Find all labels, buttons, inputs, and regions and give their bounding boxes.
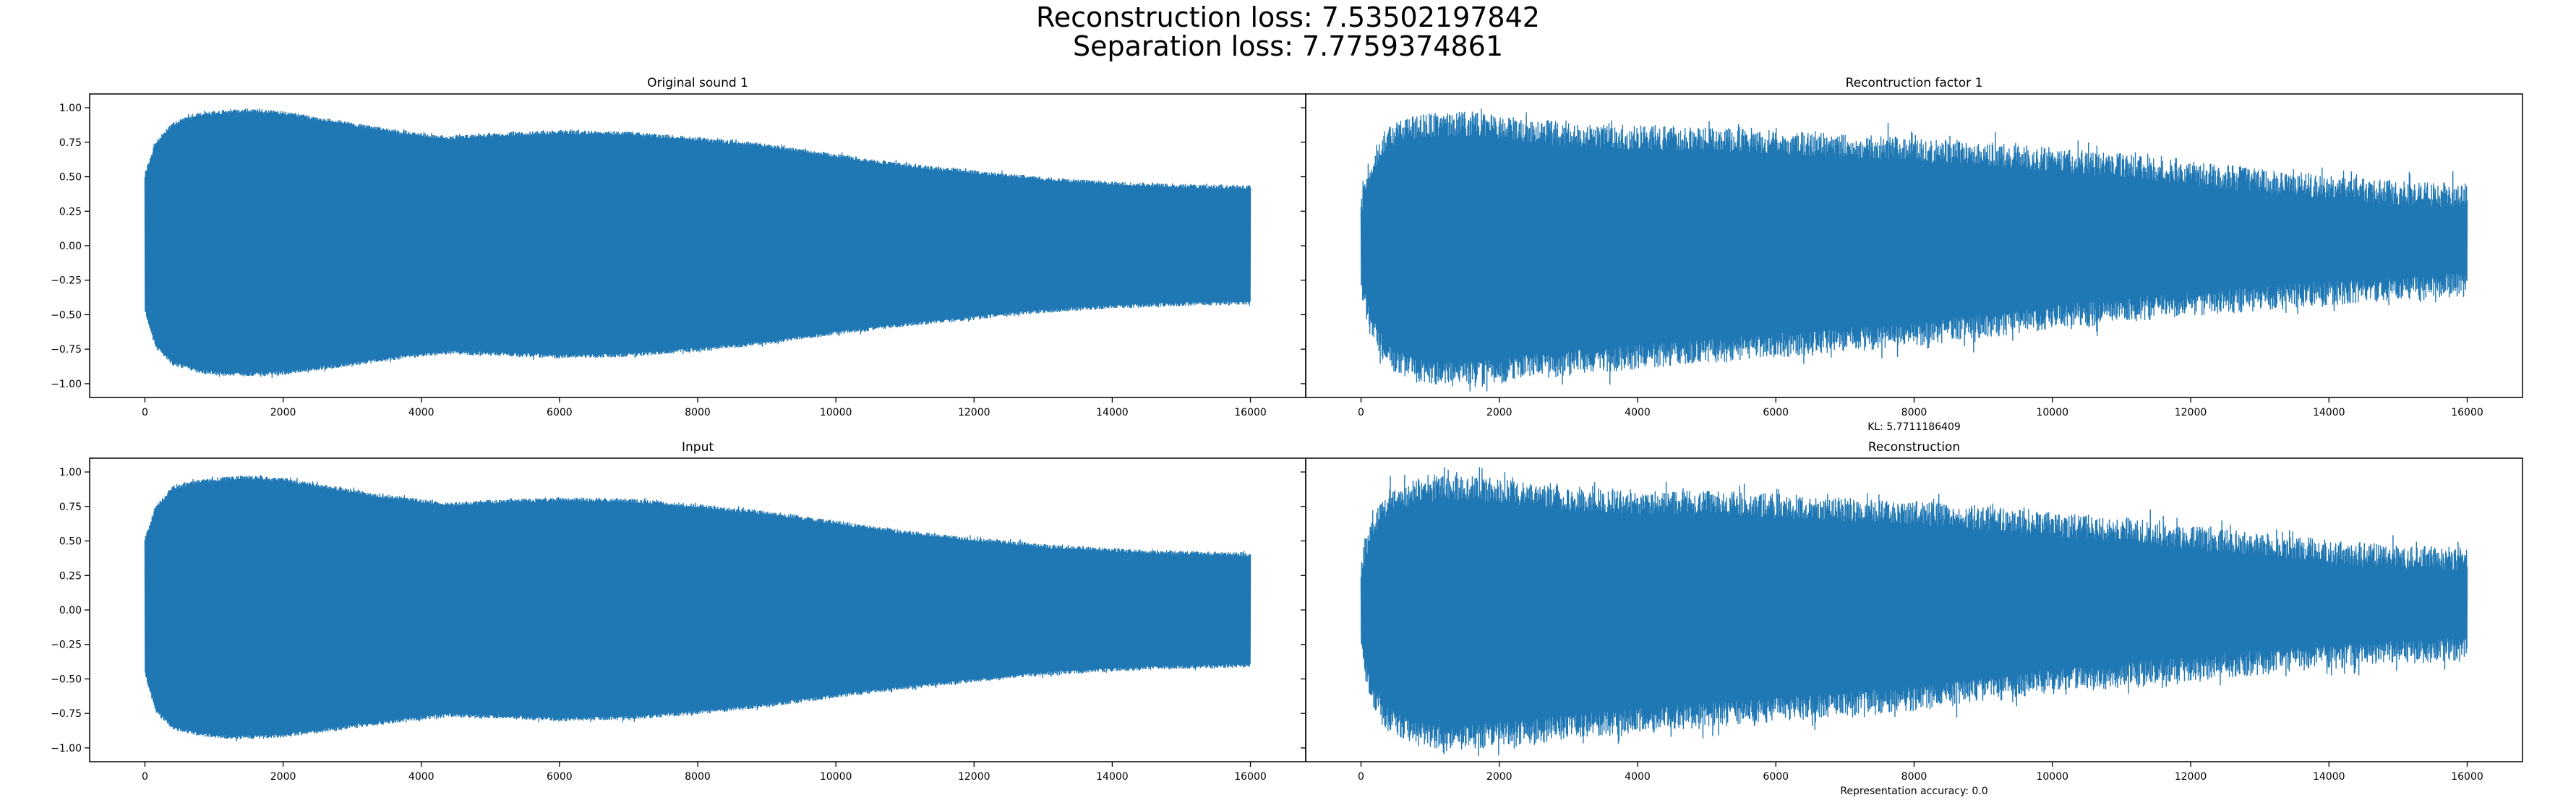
waveform-line [144, 475, 1251, 741]
y-tick-label: 0.50 [59, 536, 82, 548]
x-tick-label: 12000 [958, 771, 990, 783]
subplot-4: Reconstruction 0 2000 4000 6000 8000 10000 1200… [1301, 440, 2523, 797]
x-tick-label: 0 [142, 771, 148, 783]
x-tick-label: 12000 [2175, 771, 2207, 783]
subplot-1: Original sound 1 0 2000 4000 6000 8000 10000 12… [51, 76, 1306, 418]
y-tick-label: 0.75 [59, 137, 82, 149]
x-tick-label: 6000 [547, 771, 573, 783]
y-tick-label: 1.00 [59, 467, 82, 478]
x-tick-label: 16000 [2451, 771, 2483, 783]
x-tick-label: 0 [142, 407, 148, 418]
x-tick-label: 8000 [685, 771, 711, 783]
y-tick-label: 0.00 [59, 241, 82, 252]
y-tick-label: −0.25 [51, 275, 82, 287]
y-tick-label: 1.00 [59, 103, 82, 114]
suptitle-separation-loss: Separation loss: 7.7759374861 [1073, 30, 1503, 62]
x-axis-label: Representation accuracy: 0.0 [1840, 786, 1987, 797]
x-tick-label: 4000 [408, 771, 435, 783]
subplot-title: Recontruction factor 1 [1846, 76, 1983, 90]
y-tick-label: −1.00 [51, 743, 82, 754]
y-tick-label: 0.25 [59, 570, 82, 582]
x-tick-label: 14000 [1096, 407, 1129, 418]
x-tick-label: 2000 [270, 407, 296, 418]
y-tick-label: −0.25 [51, 640, 82, 651]
x-tick-label: 2000 [1486, 407, 1512, 418]
x-tick-label: 10000 [2036, 407, 2068, 418]
y-tick-label: −0.50 [51, 674, 82, 685]
x-tick-label: 8000 [1901, 771, 1927, 783]
x-tick-label: 0 [1358, 407, 1364, 418]
x-tick-label: 16000 [2451, 407, 2483, 418]
x-tick-label: 8000 [685, 407, 711, 418]
x-tick-label: 10000 [820, 407, 852, 418]
y-tick-label: 0.50 [59, 172, 82, 184]
y-tick-label: −1.00 [51, 379, 82, 390]
x-tick-label: 14000 [1096, 771, 1129, 783]
x-tick-label: 16000 [1234, 407, 1267, 418]
x-tick-label: 6000 [1763, 407, 1789, 418]
x-tick-label: 2000 [1486, 771, 1512, 783]
waveform-line [1360, 108, 2468, 392]
y-tick-label: −0.75 [51, 344, 82, 356]
x-tick-label: 12000 [958, 407, 990, 418]
x-tick-label: 0 [1358, 771, 1364, 783]
y-tick-label: 0.00 [59, 605, 82, 616]
subplot-title: Reconstruction [1868, 440, 1960, 455]
y-tick-label: 0.75 [59, 502, 82, 513]
x-tick-label: 2000 [270, 771, 296, 783]
x-tick-label: 14000 [2313, 407, 2345, 418]
x-tick-label: 4000 [1625, 407, 1651, 418]
x-tick-label: 12000 [2175, 407, 2207, 418]
x-tick-label: 10000 [820, 771, 852, 783]
suptitle-reconstruction-loss: Reconstruction loss: 7.53502197842 [1036, 1, 1540, 33]
x-tick-label: 6000 [1763, 771, 1789, 783]
x-tick-label: 8000 [1901, 407, 1927, 418]
y-tick-label: −0.75 [51, 708, 82, 720]
x-tick-label: 4000 [1625, 771, 1651, 783]
x-tick-label: 10000 [2036, 771, 2068, 783]
y-tick-label: 0.25 [59, 206, 82, 218]
x-tick-label: 6000 [547, 407, 573, 418]
subplot-3: Input 0 2000 4000 6000 8000 10000 12000 14000 160… [51, 440, 1306, 783]
waveform-line [144, 108, 1251, 379]
x-axis-label: KL: 5.7711186409 [1867, 421, 1961, 433]
y-tick-label: −0.50 [51, 309, 82, 321]
subplot-2: Recontruction factor 1 0 2000 4000 6000 8000 1… [1301, 76, 2523, 433]
waveform-line [1360, 467, 2468, 757]
x-tick-label: 4000 [408, 407, 435, 418]
subplot-title: Input [682, 440, 714, 455]
x-tick-label: 14000 [2313, 771, 2345, 783]
x-tick-label: 16000 [1234, 771, 1267, 783]
subplot-title: Original sound 1 [647, 76, 748, 90]
